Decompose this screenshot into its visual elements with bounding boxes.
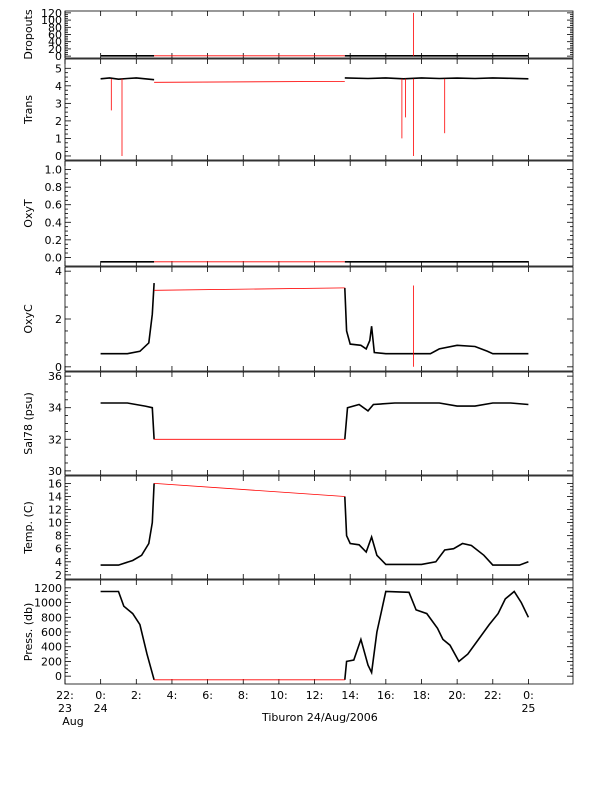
- y-tick-label: 400: [41, 641, 62, 654]
- y-tick-label: 34: [48, 402, 62, 415]
- y-tick-label: 4: [55, 80, 62, 93]
- y-tick-label: 600: [41, 626, 62, 639]
- x-tick-label: 4:: [167, 689, 178, 702]
- y-tick-label: 4: [55, 556, 62, 569]
- x-tick-label: 0:: [523, 689, 534, 702]
- x-tick-label: 2:: [131, 689, 142, 702]
- x-tick-label: 14:: [341, 689, 359, 702]
- panel-frame: [64, 160, 574, 267]
- y-axis-label: OxyC: [22, 304, 35, 334]
- y-tick-label: 2: [55, 569, 62, 582]
- series-line-black: [344, 496, 529, 566]
- x-tick-sublabel: 23: [58, 702, 72, 715]
- y-tick-label: 1000: [34, 597, 62, 610]
- y-tick-label: 0.4: [45, 216, 63, 229]
- y-tick-label: 0.6: [45, 199, 63, 212]
- y-tick-label: 20: [48, 43, 62, 56]
- y-axis-label: Temp. (C): [22, 501, 35, 555]
- y-tick-label: 1.0: [45, 164, 63, 177]
- x-tick-label: 8:: [238, 689, 249, 702]
- y-tick-label: 16: [48, 477, 62, 490]
- y-tick-label: 100: [41, 14, 62, 27]
- panel-frame: [64, 371, 574, 476]
- y-tick-label: 36: [48, 370, 62, 383]
- x-tick-label: 16:: [377, 689, 395, 702]
- x-tick-label: 18:: [413, 689, 431, 702]
- series-line-black: [344, 287, 529, 355]
- y-axis-label: Dropouts: [22, 9, 35, 59]
- series-line-black: [100, 402, 155, 440]
- y-tick-label: 0.0: [45, 251, 63, 264]
- panel-frame: [64, 475, 574, 580]
- series-line-black: [344, 77, 529, 80]
- series-line-red: [154, 483, 345, 497]
- y-tick-label: 0.8: [45, 181, 63, 194]
- series-line-red: [154, 81, 345, 83]
- y-tick-label: 12: [48, 504, 62, 517]
- series-line-black: [100, 283, 155, 355]
- y-tick-label: 1200: [34, 582, 62, 595]
- y-tick-label: 14: [48, 490, 62, 503]
- series-line-black: [100, 77, 155, 81]
- series-line-black: [100, 483, 155, 566]
- x-tick-label: 20:: [448, 689, 466, 702]
- y-tick-label: 2: [55, 313, 62, 326]
- panel-frame: [64, 266, 574, 372]
- y-tick-label: 120: [41, 7, 62, 20]
- y-tick-label: 10: [48, 517, 62, 530]
- y-tick-label: 800: [41, 611, 62, 624]
- x-tick-sublabel: 25: [521, 702, 535, 715]
- series-line-red: [154, 287, 345, 291]
- x-tick-label: 22:: [56, 689, 74, 702]
- y-tick-label: 2: [55, 115, 62, 128]
- x-month-label: Aug: [62, 715, 83, 728]
- y-tick-label: 3: [55, 97, 62, 110]
- y-tick-label: 0: [55, 670, 62, 683]
- y-tick-label: 0: [55, 361, 62, 374]
- x-tick-label: 0:: [95, 689, 106, 702]
- y-tick-label: 30: [48, 465, 62, 478]
- y-tick-label: 4: [55, 265, 62, 278]
- y-tick-label: 0.2: [45, 234, 63, 247]
- y-tick-label: 0: [55, 50, 62, 63]
- y-axis-label: Sal78 (psu): [22, 392, 35, 455]
- x-tick-label: 22:: [484, 689, 502, 702]
- y-tick-label: 1: [55, 132, 62, 145]
- y-tick-label: 80: [48, 21, 62, 34]
- y-tick-label: 5: [55, 62, 62, 75]
- y-tick-label: 200: [41, 655, 62, 668]
- y-axis-label: OxyT: [22, 199, 35, 228]
- y-tick-label: 0: [55, 150, 62, 163]
- series-line-black: [344, 402, 529, 440]
- panel-frame: [64, 10, 574, 59]
- y-axis-label: Trans: [22, 95, 35, 125]
- y-tick-label: 40: [48, 36, 62, 49]
- y-axis-label: Press. (db): [22, 603, 35, 662]
- y-tick-label: 6: [55, 543, 62, 556]
- series-line-black: [344, 590, 530, 680]
- figure-caption: Tiburon 24/Aug/2006: [262, 711, 378, 724]
- y-tick-label: 60: [48, 29, 62, 42]
- series-line-black: [100, 590, 155, 681]
- y-tick-label: 32: [48, 433, 62, 446]
- y-tick-label: 8: [55, 530, 62, 543]
- x-tick-label: 6:: [202, 689, 213, 702]
- x-tick-sublabel: 24: [94, 702, 108, 715]
- x-tick-label: 12:: [306, 689, 324, 702]
- panel-frame: [64, 58, 574, 161]
- x-tick-label: 10:: [270, 689, 288, 702]
